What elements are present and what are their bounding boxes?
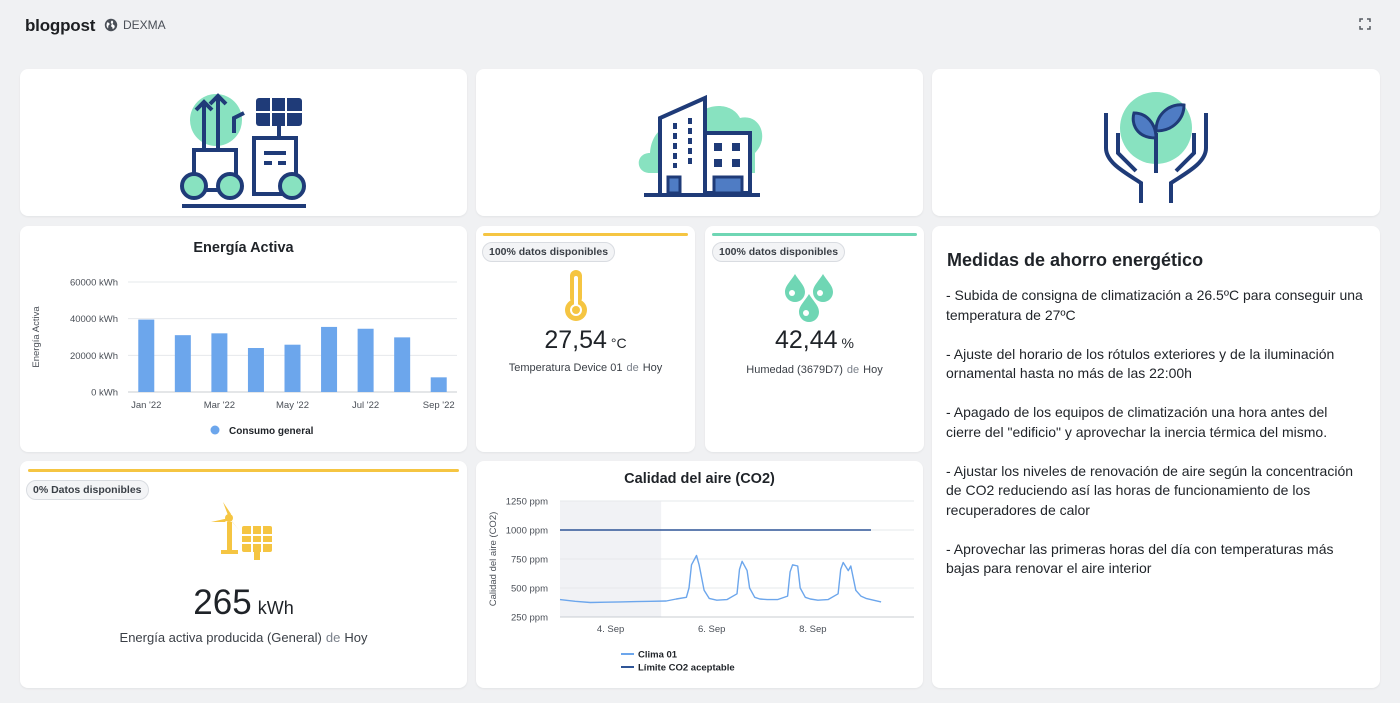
energia-producida-de: de (325, 630, 341, 645)
dashboard-header: blogpost DEXMA (0, 0, 1400, 52)
energia-producida-unit: kWh (257, 598, 294, 618)
legend-label: Consumo general (229, 426, 314, 437)
data-availability-badge: 100% datos disponibles (712, 242, 846, 262)
temperatura-period: Hoy (642, 362, 663, 374)
organization-label[interactable]: DEXMA (104, 18, 166, 32)
building-card (476, 69, 923, 216)
medida-item: - Ajustar los niveles de renovación de a… (946, 462, 1354, 518)
x-tick-label: 4. Sep (597, 624, 624, 635)
medida-item: - Aprovechar las primeras horas del día … (946, 540, 1334, 577)
humedad-value: 42,44% (705, 326, 924, 355)
humedad-de: de (846, 364, 860, 376)
energia-producida-number: 265 (193, 583, 252, 622)
y-tick-label: 40000 kWh (70, 314, 118, 325)
data-availability-badge: 0% Datos disponibles (26, 480, 149, 500)
temperatura-de: de (626, 362, 639, 374)
data-availability-badge: 100% datos disponibles (482, 242, 616, 262)
wind-solar-icon (211, 502, 272, 560)
calidad-aire-card: Calidad del aire (CO2) 250 ppm 500 ppm 750… (476, 461, 923, 688)
energia-producida-card: 0% Datos disponibles 265 kWh Energía acti… (20, 461, 467, 688)
x-tick-label: Mar '22 (204, 400, 235, 411)
y-tick-label: 20000 kWh (70, 351, 118, 362)
bar (394, 337, 411, 392)
bar (284, 344, 301, 392)
y-tick-label: 250 ppm (511, 613, 548, 624)
temperatura-subtitle: Temperatura Device 01 de Hoy (476, 362, 695, 374)
energia-activa-chart: 0 kWh 20000 kWh 40000 kWh 60000 kWh Energía … (31, 278, 457, 437)
fullscreen-icon[interactable] (1358, 17, 1372, 31)
energia-activa-title: Energía Activa (193, 240, 294, 256)
x-tick-label: Jan '22 (131, 400, 161, 411)
y-axis-label: Calidad del aire (CO2) (488, 512, 499, 607)
y-tick-label: 500 ppm (511, 584, 548, 595)
dashboard-title: blogpost (25, 16, 96, 35)
bar (357, 328, 374, 392)
humedad-unit: % (841, 335, 854, 351)
y-axis-label: Energía Activa (31, 306, 42, 368)
medida-item: - Subida de consigna de climatización a … (946, 287, 1363, 323)
temperatura-label: Temperatura Device 01 (508, 362, 623, 374)
water-drops-icon (785, 274, 833, 322)
energia-producida-period: Hoy (344, 630, 368, 645)
medida-item: - Ajuste del horario de los rótulos exte… (946, 345, 1335, 382)
energia-producida-value: 265 kWh (20, 583, 467, 623)
temperatura-accent-line (483, 233, 688, 236)
temperatura-card: 100% datos disponibles 27,54 °C Temperatu… (476, 226, 695, 452)
legend-label: Límite CO2 aceptable (638, 663, 735, 674)
clima-01-line (559, 554, 882, 604)
medidas-title: Medidas de ahorro energético (947, 250, 1204, 270)
medidas-ahorro-card: Medidas de ahorro energético - Subida de… (932, 226, 1380, 688)
calidad-aire-chart: 250 ppm 500 ppm 750 ppm 1000 ppm 1250 ppm Cal… (488, 497, 914, 674)
humedad-period: Hoy (863, 364, 883, 376)
plant-hands-illustration (1104, 91, 1208, 203)
renewable-city-illustration (179, 92, 306, 208)
humedad-card: 100% datos disponibles 42,44% Humedad (3… (705, 226, 924, 452)
humedad-label: Humedad (3679D7) (746, 364, 843, 376)
bar (138, 319, 155, 392)
medida-item: - Apagado de los equipos de climatizació… (946, 404, 1328, 440)
y-tick-label: 1000 ppm (506, 526, 548, 537)
y-tick-label: 750 ppm (511, 555, 548, 566)
x-tick-label: Jul '22 (352, 400, 379, 411)
organization-name: DEXMA (123, 18, 166, 32)
bar (430, 377, 447, 392)
plant-hands-card (932, 69, 1380, 216)
humedad-accent-line (712, 233, 917, 236)
energia-activa-card: Energía Activa 0 kWh 20000 kWh 40000 kWh 60… (20, 226, 467, 452)
x-tick-label: May '22 (276, 400, 309, 411)
legend-label: Clima 01 (638, 650, 678, 661)
y-tick-label: 0 kWh (91, 388, 118, 399)
calidad-aire-title: Calidad del aire (CO2) (624, 471, 775, 487)
bar (174, 335, 191, 392)
x-tick-label: Sep '22 (423, 400, 455, 411)
legend-marker (210, 425, 220, 435)
bar (321, 326, 338, 392)
medidas-list: - Subida de consigna de climatización a … (946, 286, 1366, 598)
humedad-number: 42,44 (774, 326, 838, 354)
y-tick-label: 1250 ppm (506, 497, 548, 508)
humedad-subtitle: Humedad (3679D7) de Hoy (705, 364, 924, 376)
energia-producida-subtitle: Energía activa producida (General) de Hoy (20, 630, 467, 645)
y-tick-label: 60000 kWh (70, 278, 118, 289)
energia-producida-accent-line (28, 469, 459, 472)
temperatura-value: 27,54 °C (476, 326, 695, 355)
building-illustration (638, 94, 762, 197)
x-tick-label: 8. Sep (799, 624, 826, 635)
temperatura-unit: °C (610, 335, 627, 351)
bar (211, 333, 228, 392)
globe-icon (104, 18, 118, 32)
energia-producida-label: Energía activa producida (General) (119, 630, 322, 645)
temperatura-number: 27,54 (544, 326, 607, 354)
bar (247, 348, 264, 392)
x-tick-label: 6. Sep (698, 624, 725, 635)
thermometer-icon (565, 270, 587, 321)
renewable-city-card (20, 69, 467, 216)
